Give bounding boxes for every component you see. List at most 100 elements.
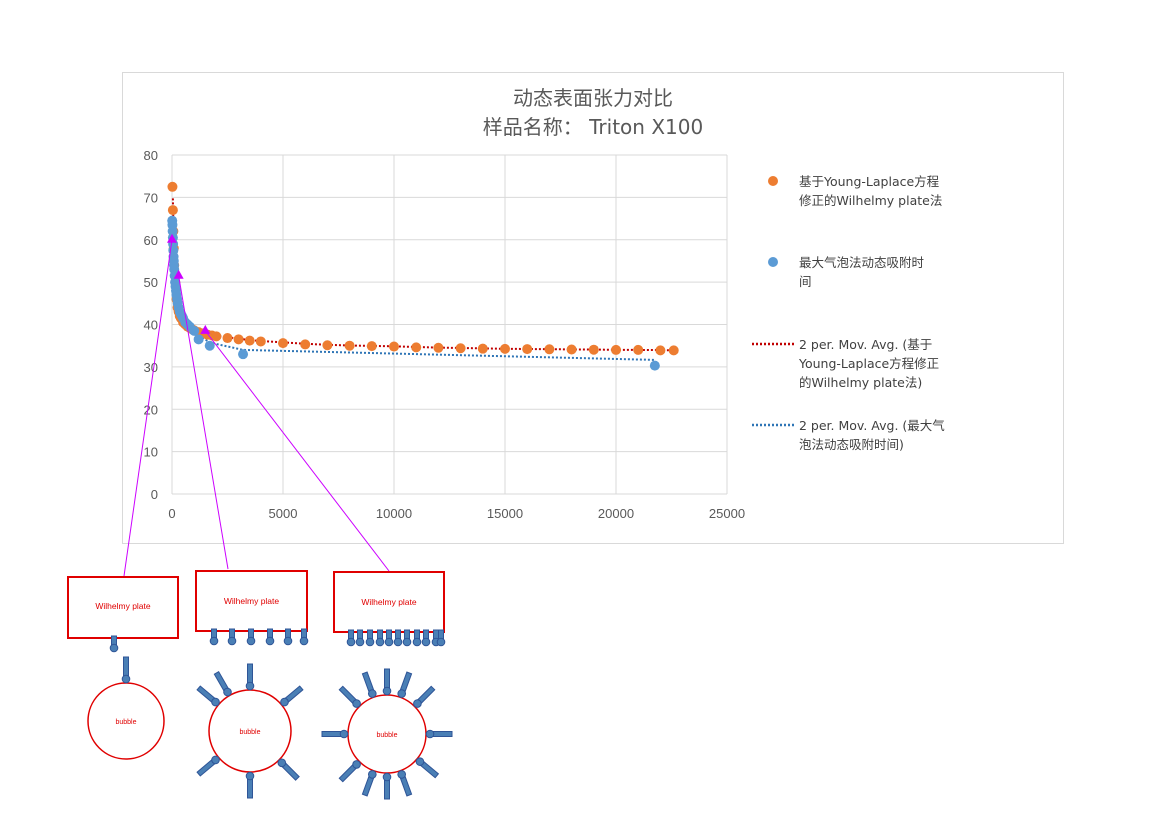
bubble-label: bubble xyxy=(239,729,260,736)
legend-entry-trend-wilhelmy-label: Young-Laplace方程修正 xyxy=(798,356,939,371)
data-point-series-1 xyxy=(300,339,311,350)
x-tick-label: 25000 xyxy=(709,506,745,521)
y-tick-label: 20 xyxy=(144,402,158,417)
bubble-surfactant xyxy=(280,685,304,707)
plate-surfactant xyxy=(109,635,119,653)
surfactant-head xyxy=(277,758,287,768)
surfactant-head xyxy=(280,697,289,707)
schematic-panel-3: Wilhelmy plate bubble xyxy=(321,571,453,800)
legend-entry-bubble-marker xyxy=(768,257,778,267)
legend-entry-trend-wilhelmy-label: 的Wilhelmy plate法) xyxy=(799,375,922,390)
grid xyxy=(171,154,728,495)
legend-entry-wilhelmy-marker xyxy=(768,176,778,186)
plate-surfactant xyxy=(355,629,365,647)
data-point-series-1 xyxy=(389,341,399,352)
plate-surfactant xyxy=(402,629,412,647)
surfactant-head xyxy=(413,699,422,708)
x-tick-label: 0 xyxy=(168,506,175,521)
plate-surfactant xyxy=(299,628,309,646)
bubble-surfactant xyxy=(413,685,436,708)
data-point-series-2 xyxy=(238,349,249,360)
wilhelmy-plate xyxy=(195,570,308,632)
data-point-series-1 xyxy=(411,342,422,353)
data-point-series-1 xyxy=(522,344,533,355)
plate-surfactant xyxy=(265,628,275,646)
surfactant-schematic: Wilhelmy plate bubble Wilhelmy plate bubble… xyxy=(67,570,453,800)
bubble-surfactant xyxy=(245,771,255,799)
data-point-series-1 xyxy=(668,345,679,356)
y-tick-label: 60 xyxy=(144,233,158,248)
annotation-line xyxy=(204,330,390,572)
wilhelmy-plate-label: Wilhelmy plate xyxy=(224,596,280,606)
surfactant-head xyxy=(402,637,412,647)
plate-surfactant xyxy=(365,629,375,647)
y-tick-label: 50 xyxy=(144,275,158,290)
bubble-surfactant xyxy=(277,758,300,781)
plate-surfactant xyxy=(346,629,356,647)
surfactant-head xyxy=(355,637,365,647)
surfactant-head xyxy=(412,637,422,647)
surfactant-head xyxy=(265,636,275,646)
wilhelmy-plate xyxy=(333,571,445,633)
bubble-surfactant xyxy=(415,757,440,779)
legend-entry-wilhelmy-label: 基于Young-Laplace方程 xyxy=(799,174,940,189)
surfactant-head xyxy=(397,689,407,698)
data-point-series-1 xyxy=(366,341,377,352)
surfactant-head xyxy=(365,637,375,647)
surfactant-head xyxy=(397,770,407,779)
legend-entry-trend-bubble-label: 2 per. Mov. Avg. (最大气 xyxy=(799,418,945,433)
plate-surfactant xyxy=(384,629,394,647)
surfactant-head xyxy=(209,636,219,646)
data-point-series-2 xyxy=(193,334,204,345)
data-point-series-1 xyxy=(455,343,466,354)
y-tick-label: 40 xyxy=(144,318,158,333)
surfactant-head xyxy=(121,674,131,684)
legend-entry-bubble-label: 间 xyxy=(799,274,812,289)
data-points xyxy=(167,181,679,371)
chart-title-line2: 样品名称： Triton X100 xyxy=(482,115,704,139)
x-tick-label: 15000 xyxy=(487,506,523,521)
surfactant-head xyxy=(352,760,361,769)
data-point-series-1 xyxy=(611,344,621,355)
bubble-surfactant xyxy=(196,685,220,707)
y-tick-label: 70 xyxy=(144,190,158,205)
plate-surfactant xyxy=(393,629,403,647)
data-point-series-1 xyxy=(167,181,178,192)
bubble-label: bubble xyxy=(115,719,136,726)
bubble-surfactant xyxy=(382,772,392,800)
data-point-series-1 xyxy=(233,334,244,345)
data-point-series-2 xyxy=(204,340,215,351)
data-point-series-1 xyxy=(633,344,644,355)
surfactant-head xyxy=(283,636,293,646)
surfactant-head xyxy=(375,637,385,647)
wilhelmy-plate-label: Wilhelmy plate xyxy=(361,597,417,607)
schematic-panel-2: Wilhelmy plate bubble xyxy=(195,570,309,799)
trendline-series-1 xyxy=(171,198,674,352)
bubble-surfactant xyxy=(361,770,377,797)
surfactant-head xyxy=(211,755,220,765)
x-tick-label: 20000 xyxy=(598,506,634,521)
bubble-surfactant xyxy=(196,755,220,777)
bubble-surfactant xyxy=(338,760,361,783)
data-point-series-2 xyxy=(649,360,660,371)
data-point-series-1 xyxy=(588,344,599,355)
annotation-arrow xyxy=(200,324,211,334)
legend-entry-bubble-label: 最大气泡法动态吸附时 xyxy=(799,255,925,270)
plate-surfactant xyxy=(436,629,446,647)
bubble-surfactant xyxy=(321,729,349,739)
axis-ticks: 0 10 20 30 40 50 60 70 80 0 5000 10000 15000 20000 250… xyxy=(144,148,746,521)
surfactant-head xyxy=(223,687,232,697)
data-point-series-1 xyxy=(322,340,333,351)
x-tick-label: 10000 xyxy=(376,506,412,521)
bubble-surfactant xyxy=(245,663,255,691)
surfactant-head xyxy=(421,637,431,647)
schematic-panel-1: Wilhelmy plate bubble xyxy=(67,576,179,760)
surfactant-head xyxy=(299,636,309,646)
surfactant-head xyxy=(245,771,255,781)
x-tick-label: 5000 xyxy=(269,506,298,521)
surfactant-head xyxy=(415,757,425,766)
bubble-surfactant xyxy=(397,770,413,797)
legend-entry-wilhelmy-label: 修正的Wilhelmy plate法 xyxy=(799,193,942,208)
plate-surfactant xyxy=(283,628,293,646)
